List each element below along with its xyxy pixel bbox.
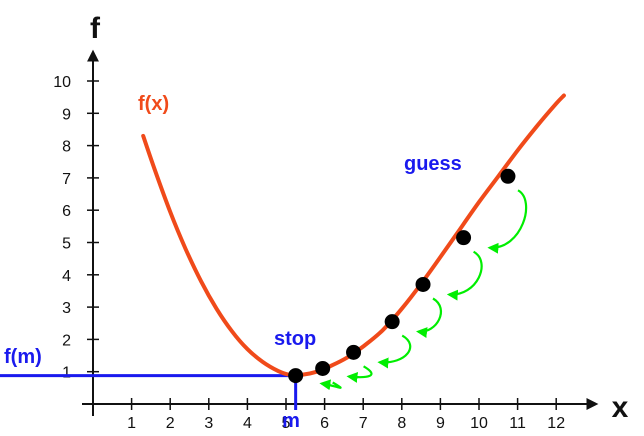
iterate-point — [315, 360, 331, 376]
y-tick-label: 9 — [62, 106, 71, 123]
x-tick-label: 3 — [204, 415, 213, 432]
y-tick-label: 10 — [53, 74, 71, 91]
iteration-arrow — [487, 189, 528, 254]
x-tick-label: 1 — [127, 415, 136, 432]
x-tick-label: 7 — [359, 415, 368, 432]
x-tick-label: 10 — [470, 415, 488, 432]
iteration-arrow — [446, 250, 483, 301]
x-tick-label: 4 — [243, 415, 252, 432]
x-tick-label: 6 — [320, 415, 329, 432]
y-tick-label: 4 — [62, 268, 71, 285]
guess-label: guess — [404, 153, 462, 175]
stop-label: stop — [274, 328, 316, 350]
iterate-point — [415, 276, 431, 292]
curve-label: f(x) — [138, 93, 169, 115]
iterate-point — [500, 168, 516, 184]
x-tick-label: 2 — [166, 415, 175, 432]
y-tick-label: 6 — [62, 203, 71, 220]
iteration-arrow — [346, 365, 373, 383]
curve-layer — [141, 93, 566, 378]
iteration-arrow — [377, 334, 412, 369]
iterate-point — [288, 368, 304, 384]
x-tick-label: 9 — [436, 415, 445, 432]
iterate-point — [384, 314, 400, 330]
y-tick-label: 5 — [62, 236, 71, 253]
y-tick-label: 8 — [62, 139, 71, 156]
m-label: m — [282, 410, 300, 432]
curve-fx — [141, 93, 566, 378]
iteration-arrows — [319, 189, 528, 391]
iteration-arrow — [319, 379, 342, 391]
x-tick-label: 5 — [282, 415, 291, 432]
fm-label: f(m) — [4, 346, 42, 368]
x-tick-label: 8 — [397, 415, 406, 432]
iteration-arrow — [416, 297, 443, 338]
y-tick-label: 2 — [62, 332, 71, 349]
x-axis-label: x — [612, 391, 629, 424]
y-tick-label: 7 — [62, 171, 71, 188]
iterate-point — [346, 344, 362, 360]
iterate-points — [288, 168, 516, 384]
x-tick-label: 11 — [509, 415, 526, 432]
iterate-point — [456, 230, 472, 246]
y-axis-label: f — [90, 12, 101, 45]
y-tick-label: 1 — [62, 365, 71, 382]
y-tick-label: 3 — [62, 300, 71, 317]
x-tick-label: 12 — [547, 415, 565, 432]
